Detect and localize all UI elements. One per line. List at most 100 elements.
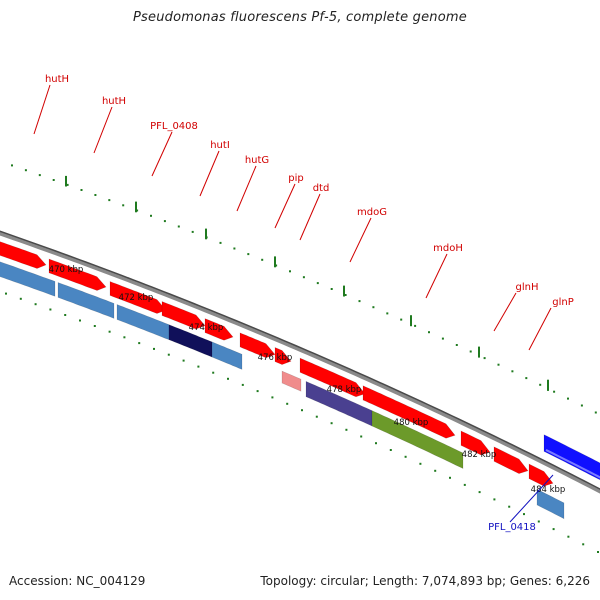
leader-pip — [274, 183, 296, 229]
gene-feature-red-2-highlight — [50, 256, 97, 275]
gene-feature-red-3-highlight — [111, 279, 157, 298]
inner-tick-mark — [11, 164, 13, 167]
inner-tick-mark — [66, 183, 69, 186]
gene-feature-red-7[interactable] — [274, 347, 292, 365]
gene-label-glnh[interactable]: glnH — [516, 282, 539, 293]
gene-label-pfl-0418[interactable]: PFL_0418 — [488, 522, 536, 533]
outer-tick-mark — [463, 483, 466, 486]
gene-feature-red-11[interactable] — [493, 446, 529, 474]
outer-tick-mark — [537, 520, 540, 523]
gene-label-glnp[interactable]: glnP — [552, 297, 574, 308]
gene-label-huth-2[interactable]: hutH — [102, 96, 126, 107]
leader-dtd — [299, 193, 321, 241]
gene-label-dtd[interactable]: dtd — [313, 183, 330, 194]
gene-feature-red-8-highlight — [301, 355, 356, 381]
outer-tick-mark — [138, 342, 141, 345]
kbp-label-472: 472 kbp — [119, 293, 154, 303]
kbp-label-470: 470 kbp — [49, 265, 84, 275]
outer-tick-mark — [493, 498, 496, 501]
inner-tick-mark — [94, 194, 97, 196]
inner-tick-mark — [80, 189, 83, 191]
gene-feature-glnp[interactable] — [536, 488, 565, 520]
map-title: Pseudomonas fluorescens Pf-5, complete g… — [133, 10, 467, 25]
leader-huth-2 — [93, 106, 113, 154]
backbone-outer-line — [0, 230, 600, 494]
inner-tick-mark — [372, 306, 375, 309]
inner-tick-mark — [567, 397, 569, 400]
gene-label-pfl-0408[interactable]: PFL_0408 — [150, 121, 198, 132]
inner-tick-mark — [539, 383, 542, 386]
leader-mdoh — [425, 253, 448, 299]
outer-tick-mark — [271, 396, 274, 399]
outer-tick-mark — [434, 469, 437, 472]
gene-label-mdog[interactable]: mdoG — [357, 207, 387, 218]
inner-tick-mark — [163, 220, 166, 223]
outer-tick-track — [5, 292, 599, 553]
outer-tick-mark — [19, 297, 22, 300]
outer-tick-mark — [404, 455, 407, 458]
gene-label-huti[interactable]: hutI — [210, 140, 230, 151]
inner-tick-mark — [511, 370, 514, 373]
gene-feature-pfl0418[interactable] — [543, 434, 600, 488]
gene-label-mdoh[interactable]: mdoH — [433, 243, 463, 254]
outer-tick-mark — [597, 551, 599, 553]
inner-tick-mark — [386, 312, 389, 315]
gene-feature-red-3[interactable] — [109, 281, 167, 314]
gene-feature-red-1-highlight — [0, 238, 37, 253]
kbp-label-474: 474 kbp — [189, 323, 224, 333]
leader-huti — [199, 150, 220, 197]
outer-tick-mark — [5, 292, 7, 295]
gene-label-hutg[interactable]: hutG — [245, 155, 269, 166]
outer-tick-mark — [449, 476, 451, 479]
leader-mdog — [349, 217, 372, 263]
inner-tick-mark — [219, 241, 222, 244]
outer-tick-mark — [419, 462, 422, 465]
outer-tick-mark — [508, 505, 511, 508]
gene-feature-steel-4-highlight — [213, 339, 241, 352]
inner-tick-mark — [150, 214, 152, 217]
kbp-label-482: 482 kbp — [462, 450, 497, 460]
gene-feature-glnp-highlight — [538, 486, 563, 501]
gene-feature-red-1[interactable] — [0, 240, 47, 269]
inner-tick-mark — [247, 253, 250, 256]
gene-feature-mdog-highlight — [307, 378, 371, 409]
gene-feature-red-12[interactable] — [528, 463, 554, 487]
gene-feature-red-9[interactable] — [362, 385, 456, 439]
gene-feature-steel-4[interactable] — [211, 341, 243, 370]
gene-feature-red-8[interactable] — [299, 357, 366, 398]
gene-feature-red-6[interactable] — [239, 332, 276, 359]
gene-feature-red-5[interactable] — [204, 318, 234, 341]
gene-feature-steel-2[interactable] — [57, 282, 115, 319]
outer-tick-mark — [108, 330, 111, 333]
summary-text: Topology: circular; Length: 7,074,893 bp… — [260, 574, 590, 588]
outer-tick-mark — [197, 365, 200, 368]
inner-tick-mark — [358, 300, 361, 303]
inner-tick-mark — [469, 350, 472, 353]
gene-feature-pip-highlight — [283, 368, 300, 377]
inner-tick-mark — [428, 331, 430, 334]
outer-tick-mark — [330, 422, 333, 425]
leader-huth-1 — [33, 84, 51, 135]
inner-tick-mark — [525, 377, 528, 380]
kbp-label-484: 484 kbp — [531, 485, 566, 495]
gene-feature-pip[interactable] — [281, 370, 302, 392]
outer-tick-mark — [167, 353, 170, 356]
gene-feature-red-4[interactable] — [161, 301, 206, 330]
outer-tick-mark — [93, 325, 96, 327]
outer-tick-mark — [79, 319, 81, 322]
gene-feature-red-2[interactable] — [48, 258, 107, 291]
gene-feature-steel-1[interactable] — [0, 260, 56, 297]
inner-tick-mark — [38, 174, 41, 177]
gene-feature-red-10[interactable] — [460, 430, 491, 456]
gene-label-pip[interactable]: pip — [288, 173, 303, 184]
inner-tick-mark — [441, 337, 444, 340]
outer-tick-mark — [345, 428, 348, 431]
inner-tick-mark — [177, 225, 180, 228]
gene-label-layer: hutH hutH PFL_0408 hutI hutG pip dtd mdo… — [33, 74, 574, 533]
gene-label-huth-1[interactable]: hutH — [45, 74, 69, 85]
accession-text: Accession: NC_004129 — [9, 574, 146, 588]
gene-feature-mdoh[interactable] — [371, 410, 464, 469]
gene-feature-red-11-highlight — [495, 444, 519, 458]
gene-feature-mdoh-highlight — [373, 408, 462, 451]
